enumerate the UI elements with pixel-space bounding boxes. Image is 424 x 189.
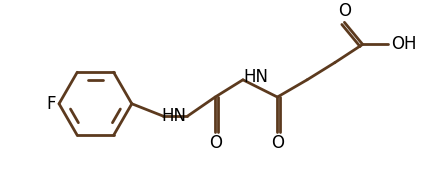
Text: O: O xyxy=(271,134,284,152)
Text: F: F xyxy=(47,95,56,113)
Text: HN: HN xyxy=(244,68,269,86)
Text: OH: OH xyxy=(391,35,417,53)
Text: HN: HN xyxy=(162,107,187,125)
Text: O: O xyxy=(209,134,222,152)
Text: O: O xyxy=(338,2,351,20)
